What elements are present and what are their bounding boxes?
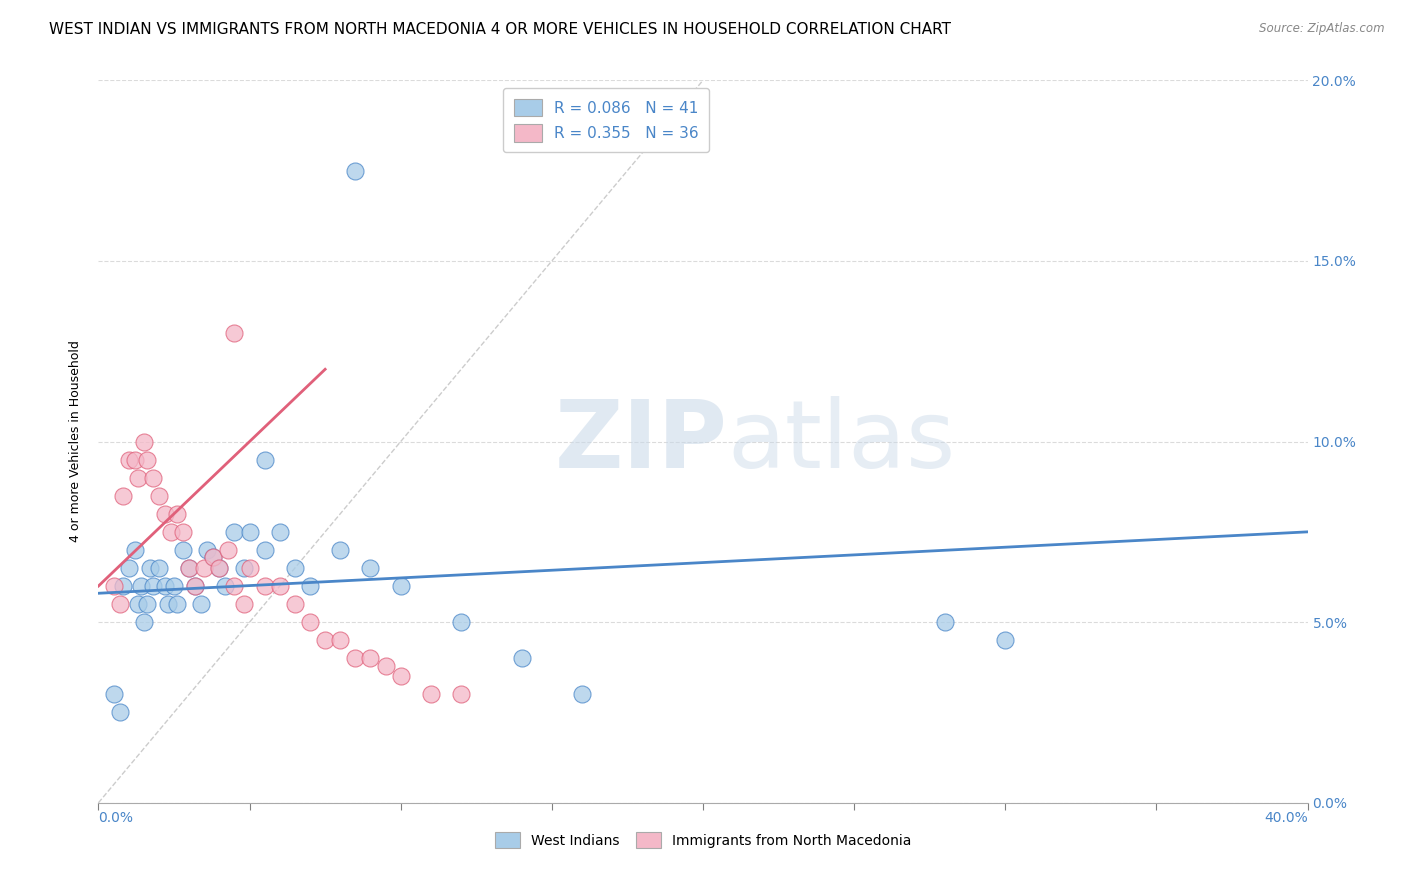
Point [103, 579, 125, 593]
Point [160, 524, 183, 539]
Point [329, 542, 352, 557]
Point [124, 452, 146, 467]
Point [510, 651, 533, 665]
Point [108, 597, 131, 611]
Point [314, 633, 336, 648]
Point [253, 542, 276, 557]
Point [153, 579, 176, 593]
Point [139, 561, 162, 575]
Point [217, 542, 239, 557]
Point [344, 163, 367, 178]
Point [450, 687, 472, 701]
Point [103, 687, 125, 701]
Point [111, 489, 134, 503]
Point [118, 452, 141, 467]
Point [360, 651, 382, 665]
Point [108, 706, 131, 720]
Point [148, 561, 170, 575]
Point [172, 542, 194, 557]
Point [179, 561, 201, 575]
Legend: West Indians, Immigrants from North Macedonia: West Indians, Immigrants from North Mace… [489, 827, 917, 854]
Point [118, 561, 141, 575]
Point [179, 561, 201, 575]
Point [571, 687, 593, 701]
Point [172, 524, 194, 539]
Point [269, 579, 291, 593]
Point [329, 633, 352, 648]
Point [232, 597, 254, 611]
Point [132, 434, 155, 449]
Point [224, 524, 246, 539]
Point [450, 615, 472, 630]
Point [374, 658, 396, 673]
Point [389, 579, 412, 593]
Point [142, 471, 165, 485]
Text: ZIP: ZIP [554, 395, 727, 488]
Point [299, 579, 322, 593]
Point [253, 452, 276, 467]
Point [420, 687, 443, 701]
Point [153, 507, 176, 521]
Point [184, 579, 207, 593]
Point [224, 326, 246, 340]
Point [239, 524, 262, 539]
Point [135, 452, 157, 467]
Point [208, 561, 231, 575]
Point [934, 615, 956, 630]
Point [127, 471, 149, 485]
Point [132, 615, 155, 630]
Text: atlas: atlas [727, 395, 956, 488]
Point [208, 561, 231, 575]
Text: Source: ZipAtlas.com: Source: ZipAtlas.com [1260, 22, 1385, 36]
Point [129, 579, 152, 593]
Point [269, 524, 291, 539]
Point [253, 579, 276, 593]
Point [284, 561, 307, 575]
Point [299, 615, 322, 630]
Point [224, 579, 246, 593]
Point [202, 550, 225, 565]
Point [214, 579, 236, 593]
Y-axis label: 4 or more Vehicles in Household: 4 or more Vehicles in Household [69, 341, 83, 542]
Point [163, 579, 186, 593]
Point [166, 507, 188, 521]
Text: 40.0%: 40.0% [1264, 812, 1308, 825]
Point [239, 561, 262, 575]
Point [193, 561, 215, 575]
Point [232, 561, 254, 575]
Point [124, 542, 146, 557]
Point [994, 633, 1017, 648]
Point [344, 651, 367, 665]
Point [190, 597, 212, 611]
Point [135, 597, 157, 611]
Point [166, 597, 188, 611]
Point [111, 579, 134, 593]
Point [202, 550, 225, 565]
Text: WEST INDIAN VS IMMIGRANTS FROM NORTH MACEDONIA 4 OR MORE VEHICLES IN HOUSEHOLD C: WEST INDIAN VS IMMIGRANTS FROM NORTH MAC… [49, 22, 952, 37]
Point [284, 597, 307, 611]
Point [389, 669, 412, 683]
Point [127, 597, 149, 611]
Text: 0.0%: 0.0% [98, 812, 134, 825]
Point [142, 579, 165, 593]
Point [148, 489, 170, 503]
Point [360, 561, 382, 575]
Point [195, 542, 218, 557]
Point [156, 597, 179, 611]
Point [184, 579, 207, 593]
